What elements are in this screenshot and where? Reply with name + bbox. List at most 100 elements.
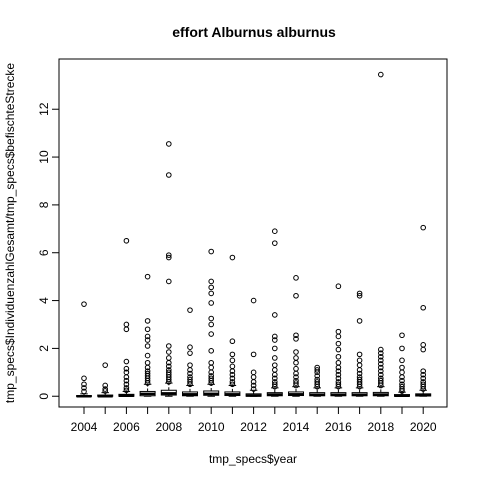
- box-2006: [118, 237, 135, 398]
- box-2016: [330, 283, 347, 397]
- box-2004: [76, 301, 92, 398]
- outlier-point: [378, 375, 384, 382]
- outlier-point: [208, 373, 214, 379]
- plot-frame: [58, 58, 448, 408]
- outlier-point: [123, 365, 130, 372]
- outlier-point: [378, 371, 384, 378]
- outlier-point: [208, 375, 214, 382]
- box-2020: [415, 224, 432, 397]
- y-tick-label: 4: [37, 297, 51, 304]
- x-tick-label: 2014: [283, 420, 310, 434]
- outlier-point: [229, 351, 236, 358]
- y-tick-label: 12: [37, 102, 51, 116]
- outlier-point: [187, 344, 193, 351]
- outlier-point: [399, 381, 405, 388]
- outlier-point: [399, 364, 405, 371]
- outlier-point: [123, 387, 130, 394]
- outlier-point: [166, 363, 172, 370]
- outlier-point: [420, 381, 427, 388]
- outlier-point: [293, 332, 299, 339]
- outlier-point: [293, 336, 299, 342]
- outlier-point: [144, 337, 151, 343]
- outlier-point: [144, 352, 151, 359]
- box-2018: [372, 71, 389, 397]
- outlier-point: [144, 368, 151, 374]
- outlier-point: [81, 301, 87, 307]
- x-tick-label: 2008: [155, 420, 182, 434]
- outlier-point: [378, 346, 384, 353]
- box-2017: [351, 290, 368, 397]
- outlier-point: [335, 340, 342, 347]
- outlier-point: [250, 351, 257, 358]
- outlier-point: [356, 292, 363, 299]
- outlier-point: [229, 379, 236, 385]
- outlier-point: [378, 350, 384, 356]
- outlier-point: [335, 346, 342, 353]
- outlier-point: [272, 367, 278, 373]
- outlier-point: [399, 357, 405, 364]
- box-2019: [394, 332, 410, 398]
- outlier-point: [420, 342, 427, 348]
- outlier-point: [187, 376, 193, 383]
- outlier-point: [81, 375, 87, 382]
- outlier-point: [166, 369, 172, 376]
- outlier-point: [293, 359, 299, 366]
- outlier-point: [102, 362, 108, 368]
- outlier-point: [123, 381, 130, 388]
- outlier-point: [187, 350, 193, 356]
- outlier-point: [272, 228, 278, 235]
- outlier-point: [250, 374, 257, 380]
- outlier-point: [335, 353, 342, 360]
- outlier-point: [229, 375, 236, 382]
- outlier-point: [314, 376, 321, 383]
- outlier-point: [208, 331, 214, 337]
- outlier-point: [166, 355, 172, 361]
- x-axis-label: tmp_specs$year: [209, 452, 297, 466]
- outlier-point: [187, 362, 193, 368]
- outlier-point: [378, 361, 384, 367]
- outlier-point: [229, 338, 236, 345]
- outlier-point: [208, 347, 214, 354]
- x-tick-label: 2016: [325, 420, 352, 434]
- outlier-point: [335, 333, 342, 340]
- outlier-point: [144, 326, 151, 333]
- box-2009: [182, 307, 198, 397]
- outlier-point: [293, 374, 299, 380]
- outlier-point: [399, 383, 405, 390]
- outlier-point: [293, 292, 299, 299]
- outlier-point: [314, 364, 321, 371]
- outlier-point: [123, 237, 130, 244]
- outlier-point: [272, 345, 278, 352]
- outlier-point: [144, 273, 151, 280]
- outlier-point: [335, 328, 342, 335]
- outlier-point: [208, 364, 214, 371]
- outlier-point: [144, 318, 151, 324]
- outlier-point: [293, 275, 299, 281]
- box-2011: [224, 254, 241, 397]
- outlier-point: [144, 333, 151, 340]
- x-tick-label: 2018: [367, 420, 394, 434]
- outlier-point: [272, 355, 278, 361]
- outlier-point: [123, 369, 130, 376]
- outlier-point: [81, 381, 87, 388]
- outlier-point: [187, 374, 193, 380]
- outlier-point: [166, 172, 172, 178]
- outlier-point: [420, 224, 427, 231]
- box-2008: [160, 141, 177, 397]
- outlier-point: [378, 353, 384, 360]
- outlier-point: [356, 318, 363, 324]
- outlier-point: [272, 240, 278, 246]
- outlier-point: [250, 297, 257, 304]
- outlier-point: [166, 141, 172, 147]
- outlier-point: [293, 380, 299, 386]
- outlier-point: [420, 346, 427, 353]
- outlier-point: [378, 357, 384, 364]
- outlier-point: [399, 369, 405, 376]
- outlier-point: [81, 385, 87, 391]
- outlier-point: [314, 379, 321, 385]
- y-tick-label: 2: [37, 345, 51, 352]
- outlier-point: [356, 370, 363, 377]
- x-tick-label: 2020: [410, 420, 437, 434]
- outlier-point: [272, 337, 278, 343]
- outlier-point: [229, 381, 236, 388]
